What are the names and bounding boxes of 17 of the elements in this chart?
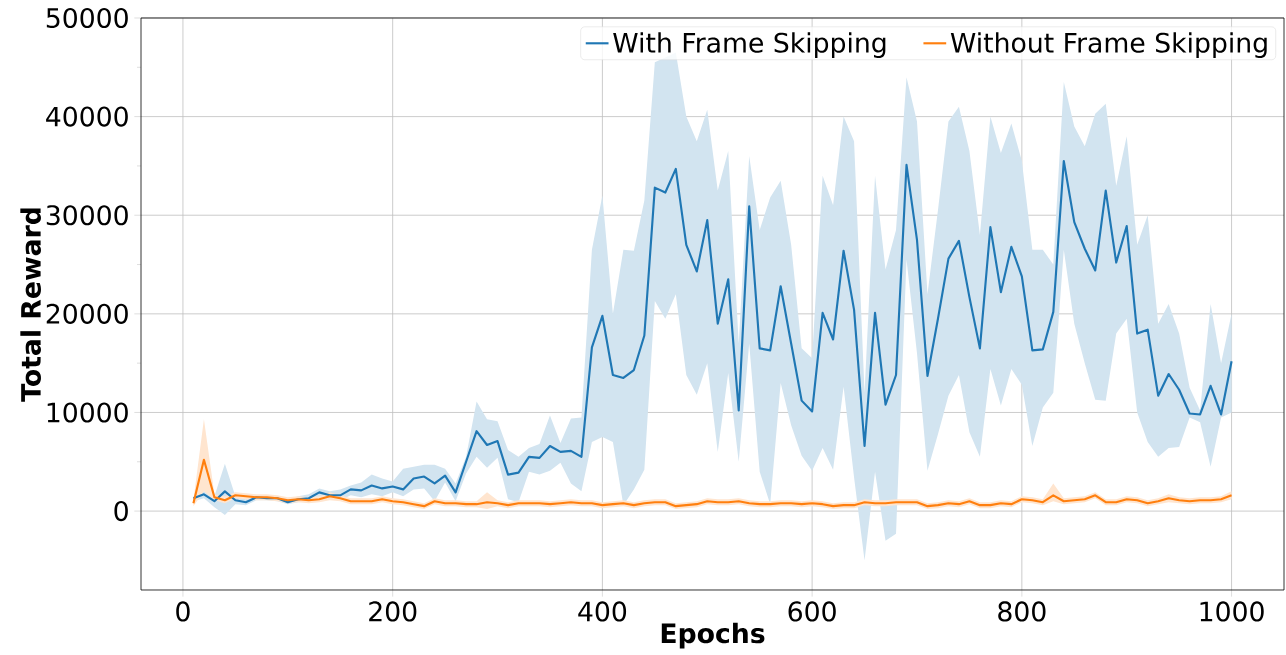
x-axis-title: Epochs	[661, 622, 765, 649]
y-tick-label: 50000	[46, 7, 128, 29]
x-tick-label: 1000	[1200, 601, 1264, 622]
y-tick-label: 20000	[46, 303, 128, 324]
y-tick-label: 40000	[46, 106, 128, 127]
y-tick-label: 10000	[47, 402, 128, 423]
x-tick-label: 0	[176, 601, 190, 622]
x-tick-label: 600	[788, 601, 836, 622]
x-tick-label: 200	[369, 601, 417, 622]
legend-label: Without Frame Skipping	[950, 32, 1267, 58]
y-axis-title: Total Reward	[20, 208, 41, 402]
x-tick-label: 800	[998, 601, 1046, 622]
line-series	[192, 159, 1233, 504]
y-tick-label: 30000	[46, 205, 128, 226]
y-tick-label: 0	[114, 501, 128, 522]
x-tick-label: 400	[578, 601, 627, 622]
legend-label: With Frame Skipping	[613, 32, 886, 58]
